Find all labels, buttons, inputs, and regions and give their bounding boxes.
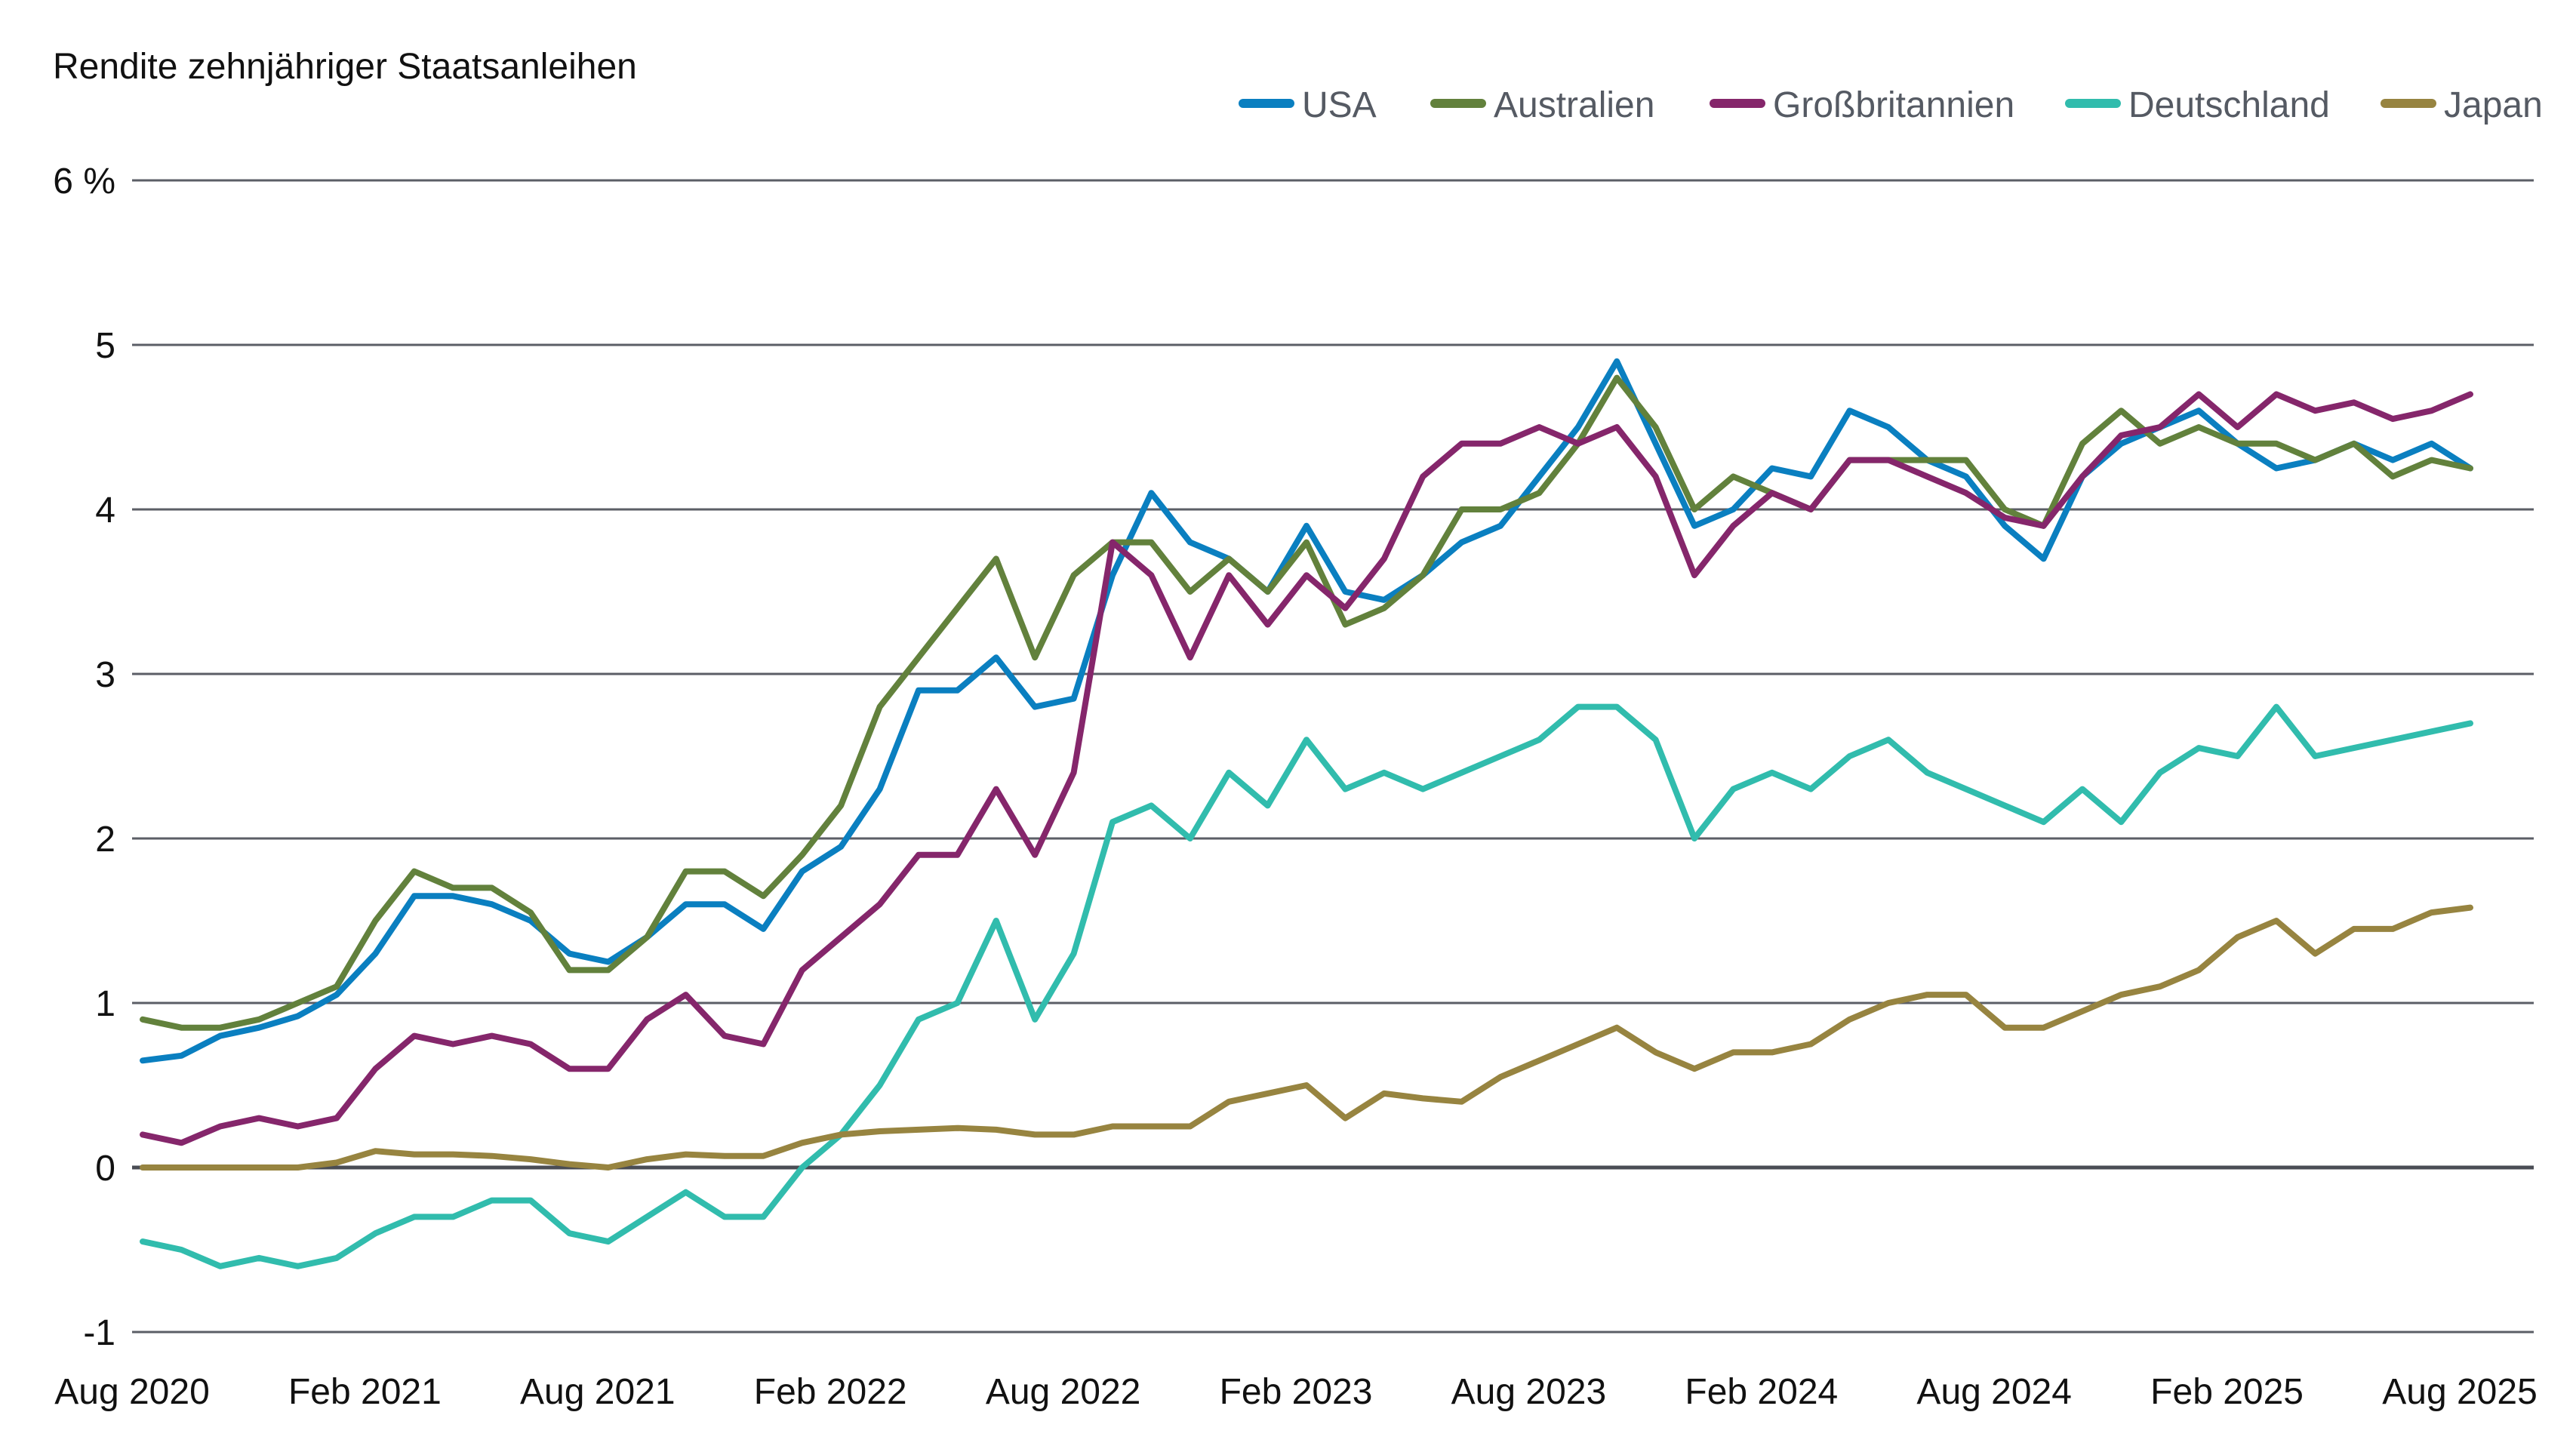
- y-tick-label: 4: [95, 491, 115, 531]
- y-tick-label: -1: [83, 1313, 115, 1353]
- legend-item: Deutschland: [2065, 85, 2330, 125]
- y-tick-label: 0: [95, 1149, 115, 1189]
- x-tick-label: Feb 2024: [1685, 1372, 1838, 1412]
- gridlines: [132, 179, 2534, 1334]
- y-tick-label: 2: [95, 820, 115, 860]
- x-tick-label: Aug 2022: [986, 1372, 1141, 1412]
- y-tick-label: 3: [95, 655, 115, 695]
- legend-label: Japan: [2444, 85, 2543, 125]
- series-line-deutschland: [140, 703, 2473, 1269]
- x-tick-label: Aug 2024: [1916, 1372, 2072, 1412]
- series-line-usa: [140, 358, 2473, 1064]
- series-lines: [140, 358, 2473, 1269]
- x-tick-label: Feb 2025: [2150, 1372, 2304, 1412]
- y-tick-label: 5: [95, 326, 115, 366]
- legend-label: USA: [1302, 85, 1377, 125]
- x-axis-ticks: Aug 2020 Feb 2021 Aug 2021 Feb 2022 Aug 2022…: [54, 1372, 2538, 1412]
- series-line-australien: [140, 374, 2473, 1031]
- y-tick-label: 6 %: [53, 162, 115, 202]
- x-tick-label: Feb 2022: [754, 1372, 907, 1412]
- x-tick-label: Feb 2021: [288, 1372, 442, 1412]
- x-tick-label: Aug 2021: [520, 1372, 676, 1412]
- y-axis-ticks: 6 % 5 4 3 2 1 0 -1: [53, 162, 115, 1353]
- legend-item: Australien: [1430, 85, 1654, 125]
- legend-label: Großbritannien: [1773, 85, 2014, 125]
- legend-item: Japan: [2381, 85, 2543, 125]
- legend: USA Australien Großbritannien Deutschland Ja…: [1239, 85, 2543, 125]
- series-line-japan: [140, 904, 2473, 1171]
- x-tick-label: Aug 2020: [54, 1372, 210, 1412]
- legend-item: USA: [1239, 85, 1377, 125]
- x-tick-label: Aug 2023: [1451, 1372, 1607, 1412]
- legend-item: Großbritannien: [1710, 85, 2014, 125]
- y-tick-label: 1: [95, 984, 115, 1024]
- x-tick-label: Feb 2023: [1220, 1372, 1373, 1412]
- legend-label: Australien: [1494, 85, 1654, 125]
- series-line-großbritannien: [140, 391, 2473, 1146]
- legend-label: Deutschland: [2128, 85, 2330, 125]
- chart-title: Rendite zehnjähriger Staatsanleihen: [53, 47, 637, 87]
- x-tick-label: Aug 2025: [2382, 1372, 2538, 1412]
